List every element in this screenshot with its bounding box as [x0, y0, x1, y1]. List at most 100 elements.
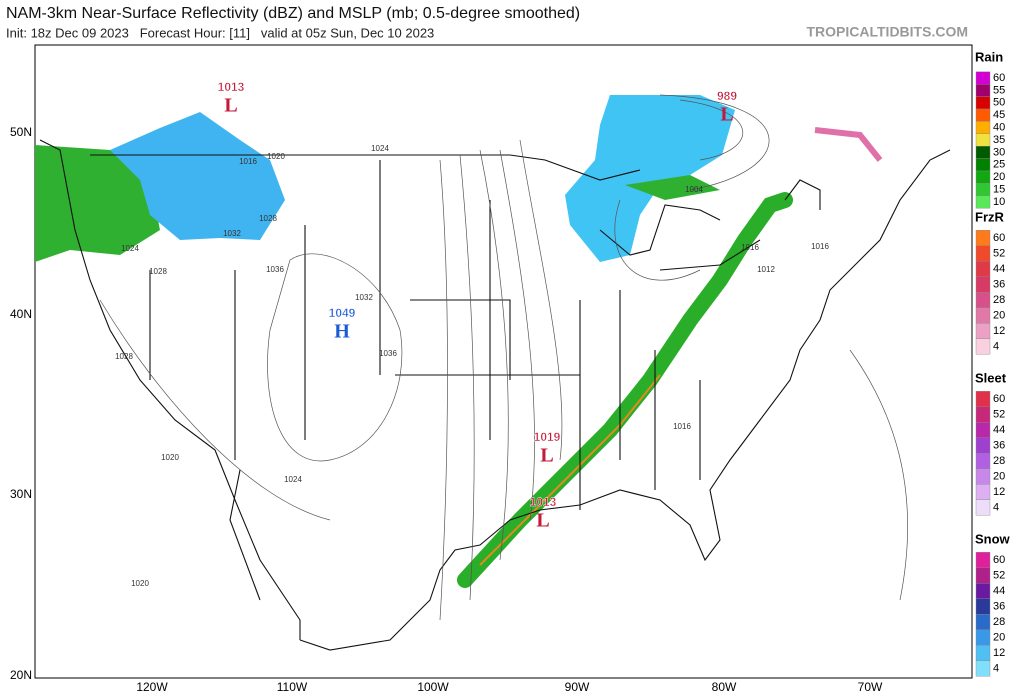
- legend-title: Snow: [975, 531, 1011, 546]
- legend-level: 40: [993, 122, 1005, 134]
- subtitle: Init: 18z Dec 09 2023 Forecast Hour: [11…: [6, 25, 434, 40]
- legend-level: 28: [993, 455, 1005, 467]
- legend-level: 60: [993, 393, 1005, 405]
- legend: Rain6055504540353025201510FrzR6052443628…: [975, 49, 1011, 677]
- lon-label: 100W: [417, 680, 449, 694]
- border: [90, 154, 821, 271]
- lat-label: 50N: [10, 125, 32, 139]
- legend-swatch: [975, 629, 991, 646]
- legend-swatch: [975, 499, 991, 516]
- legend-swatch: [975, 158, 991, 172]
- lat-label: 30N: [10, 487, 32, 501]
- legend-level: 44: [993, 263, 1005, 275]
- legend-swatch: [975, 195, 991, 209]
- legend-swatch: [975, 583, 991, 599]
- isobar: [99, 94, 908, 601]
- legend-swatch: [975, 614, 991, 630]
- legend-swatch: [975, 598, 991, 615]
- isobar: [439, 139, 563, 621]
- lon-label: 80W: [712, 680, 737, 694]
- legend-level: 60: [993, 554, 1005, 566]
- isobar-label: 1036: [379, 349, 397, 358]
- legend-swatch: [975, 323, 991, 339]
- legend-swatch: [975, 133, 991, 147]
- pressure-symbol: L: [536, 510, 549, 532]
- legend-level: 44: [993, 585, 1005, 597]
- legend-level: 30: [993, 146, 1005, 158]
- legend-swatch: [975, 468, 991, 485]
- legend-level: 10: [993, 196, 1005, 208]
- state-line: [149, 160, 701, 510]
- legend-swatch: [975, 170, 991, 184]
- legend-level: 55: [993, 84, 1005, 96]
- isobar-label: 1028: [115, 352, 133, 361]
- pressure-value: 1013: [530, 495, 557, 509]
- legend-swatch: [975, 391, 991, 407]
- isobar-label: 1012: [757, 265, 775, 274]
- legend-swatch: [975, 437, 991, 454]
- isobar-label: 1016: [811, 242, 829, 251]
- legend-swatch: [975, 422, 991, 438]
- legend-level: 4: [993, 662, 999, 674]
- lat-label: 20N: [10, 668, 32, 682]
- lon-label: 90W: [565, 680, 590, 694]
- pressure-symbol: L: [224, 95, 237, 117]
- legend-level: 28: [993, 294, 1005, 306]
- legend-level: 36: [993, 439, 1005, 451]
- snow-area: [110, 112, 285, 240]
- pressure-value: 989: [717, 89, 737, 103]
- legend-level: 4: [993, 501, 999, 513]
- isobar-label: 1032: [223, 229, 241, 238]
- isobar-label: 1024: [284, 475, 302, 484]
- legend-swatch: [975, 552, 991, 568]
- legend-level: 52: [993, 569, 1005, 581]
- legend-swatch: [975, 276, 991, 293]
- pressure-symbol: L: [540, 445, 553, 467]
- legend-swatch: [975, 453, 991, 469]
- legend-level: 12: [993, 325, 1005, 337]
- legend-level: 12: [993, 486, 1005, 498]
- legend-level: 60: [993, 72, 1005, 84]
- lat-label: 40N: [10, 307, 32, 321]
- isobar: [267, 253, 403, 462]
- mixed-area: [814, 127, 883, 162]
- legend-level: 50: [993, 97, 1005, 109]
- legend-level: 36: [993, 278, 1005, 290]
- isobar-label: 1020: [161, 453, 179, 462]
- legend-swatch: [975, 83, 991, 97]
- isobar-label: 1024: [121, 244, 139, 253]
- legend-swatch: [975, 183, 991, 196]
- legend-level: 25: [993, 159, 1005, 171]
- legend-level: 44: [993, 424, 1005, 436]
- legend-level: 35: [993, 134, 1005, 146]
- lon-label: 110W: [277, 680, 308, 694]
- legend-swatch: [975, 292, 991, 308]
- legend-level: 52: [993, 408, 1005, 420]
- legend-title: FrzR: [975, 209, 1005, 224]
- legend-swatch: [975, 307, 991, 324]
- legend-swatch: [975, 245, 991, 262]
- lon-label: 70W: [858, 680, 883, 694]
- coastline: [39, 139, 301, 640]
- isobar-label: 1028: [259, 214, 277, 223]
- legend-swatch: [975, 338, 991, 355]
- coastline: [299, 149, 951, 651]
- legend-level: 15: [993, 184, 1005, 196]
- legend-swatch: [975, 71, 991, 85]
- legend-title: Sleet: [975, 370, 1007, 385]
- legend-title: Rain: [975, 49, 1003, 64]
- isobar-label: 1004: [685, 185, 703, 194]
- legend-level: 28: [993, 616, 1005, 628]
- isobar-label: 1016: [673, 422, 691, 431]
- legend-level: 36: [993, 600, 1005, 612]
- legend-level: 12: [993, 647, 1005, 659]
- legend-swatch: [975, 261, 991, 277]
- pressure-value: 1013: [218, 80, 245, 94]
- pressure-value: 1049: [329, 306, 356, 320]
- rain-area: [625, 175, 720, 200]
- isobar-label: 1016: [741, 243, 759, 252]
- isobar-label: 1016: [239, 157, 257, 166]
- legend-level: 60: [993, 232, 1005, 244]
